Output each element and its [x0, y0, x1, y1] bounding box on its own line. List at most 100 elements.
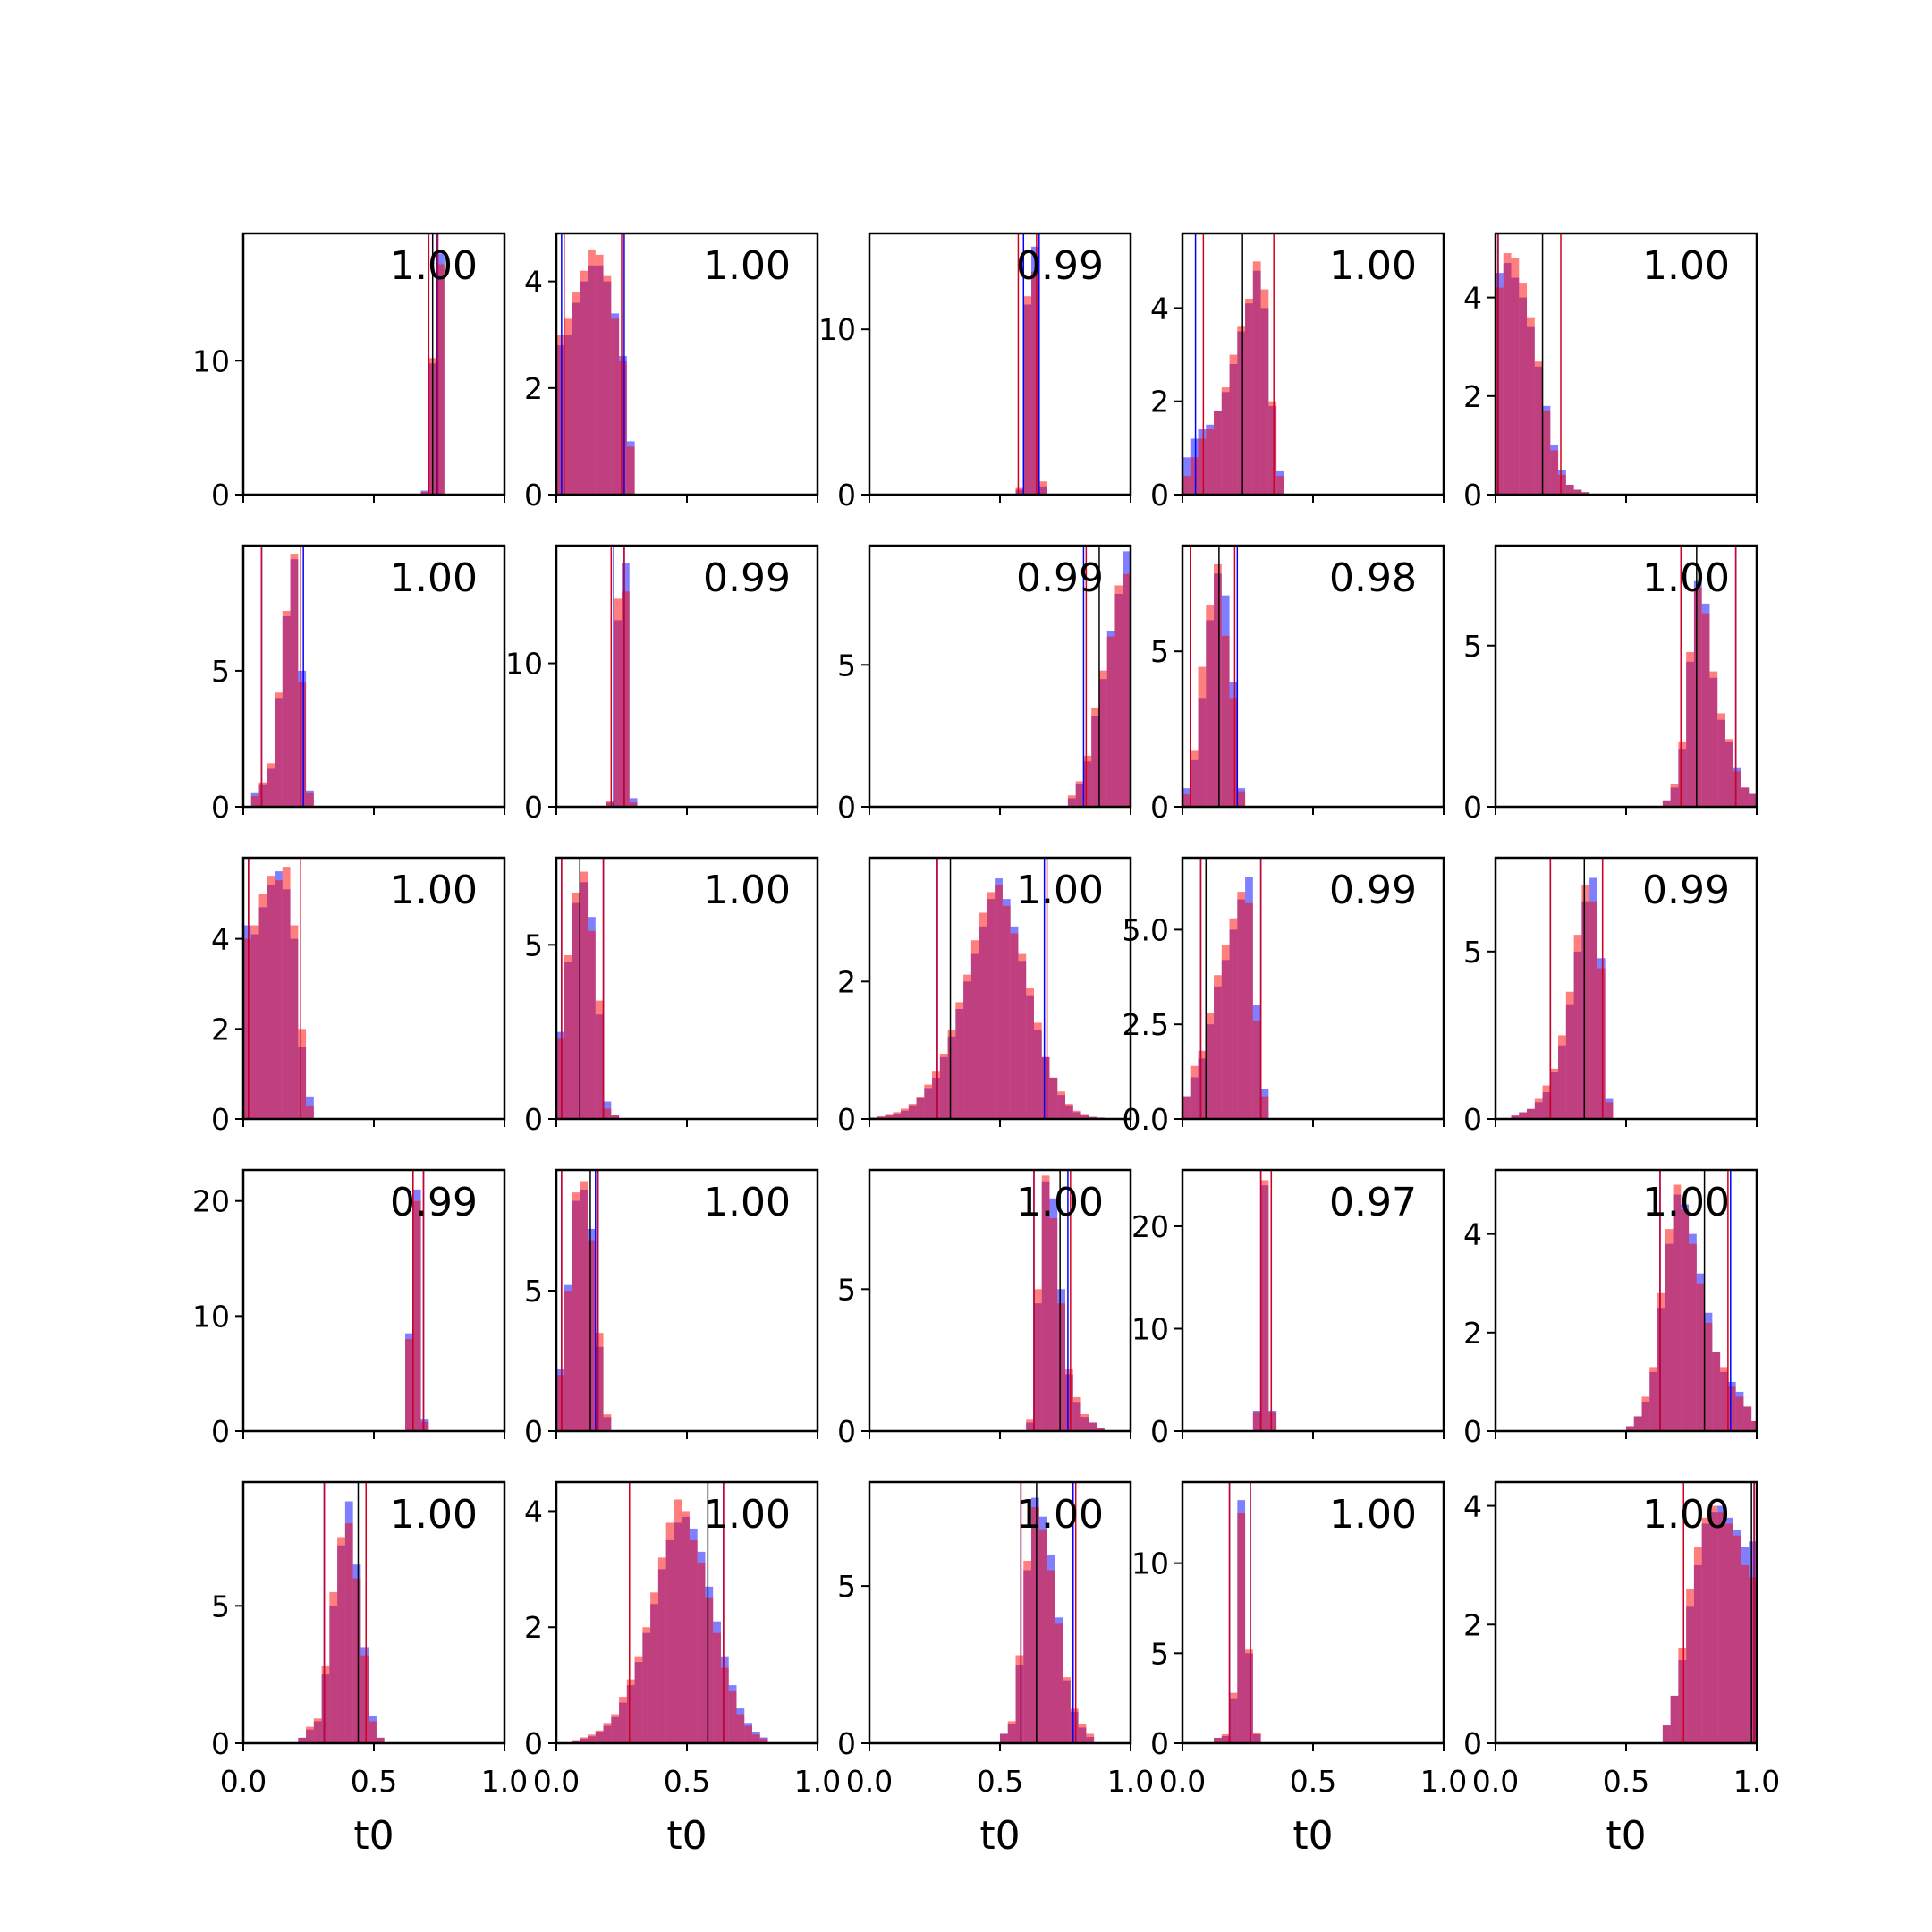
histogram-bar: [1686, 1589, 1694, 1743]
histogram-bar: [603, 1108, 612, 1119]
histogram-bar: [611, 318, 620, 495]
y-tick-label: 5.0: [1123, 912, 1169, 947]
histogram-bar: [321, 1665, 330, 1743]
histogram-bar: [436, 264, 445, 495]
y-tick-label: 0: [524, 1102, 543, 1137]
histogram-bar: [1086, 1733, 1095, 1743]
y-tick-label: 0: [524, 478, 543, 513]
histogram-bar: [1693, 587, 1702, 807]
histogram-bar: [1245, 1649, 1253, 1743]
histogram-bar: [603, 1414, 612, 1431]
histogram-bar: [606, 801, 614, 807]
y-tick-label: 0: [837, 1102, 856, 1137]
histogram-panel: 1.00 0 2: [837, 856, 1132, 1137]
histogram-bar: [713, 1632, 721, 1743]
y-tick-label: 5: [211, 654, 230, 689]
histogram-bar: [939, 1054, 948, 1119]
histogram-bar: [1534, 361, 1543, 495]
histogram-panel: 0.99 0 5: [837, 544, 1132, 825]
x-tick-label: 0.0: [220, 1764, 267, 1799]
y-tick-label: 0: [524, 1414, 543, 1449]
histogram-bar: [1237, 326, 1246, 495]
x-tick-label: 0.5: [1290, 1764, 1336, 1799]
histogram-bar: [250, 925, 259, 1119]
panel-score-label: 1.00: [390, 868, 478, 913]
y-tick-label: 20: [1131, 1209, 1169, 1244]
histogram-bar: [916, 1097, 925, 1119]
histogram-bar: [1678, 741, 1687, 807]
histogram-bar: [1534, 1098, 1543, 1119]
histogram-bar: [736, 1714, 745, 1743]
histogram-bar: [1080, 1114, 1089, 1119]
histogram-bar: [1182, 476, 1191, 495]
histogram-bar: [1696, 1283, 1705, 1431]
histogram-bar: [1751, 1420, 1757, 1431]
y-tick-label: 5: [837, 648, 856, 682]
histogram-bar: [622, 591, 630, 807]
histogram-panel: 1.00 0 2 4 0.0 0.5 1.0 t0: [524, 1480, 841, 1859]
histogram-bar: [1542, 1085, 1551, 1119]
y-tick-label: 2: [211, 1012, 230, 1046]
y-tick-label: 10: [1131, 1311, 1169, 1346]
histogram-bar: [1693, 1547, 1702, 1743]
histogram-bar: [420, 1421, 429, 1431]
y-tick-label: 5: [524, 1274, 543, 1309]
histogram-bar: [705, 1597, 714, 1743]
histogram-bar: [1098, 670, 1107, 807]
histogram-bar: [682, 1511, 690, 1743]
histogram-bar: [1031, 1507, 1039, 1743]
histogram-bar: [1221, 945, 1230, 1119]
histogram-bar: [603, 275, 612, 495]
histogram-bar: [1276, 476, 1284, 495]
y-tick-label: 0: [211, 1726, 230, 1761]
histogram-bar: [619, 1697, 627, 1743]
y-tick-label: 4: [524, 1494, 543, 1529]
panel-score-label: 0.98: [1329, 555, 1417, 601]
histogram-bar: [313, 1718, 322, 1743]
y-tick-label: 10: [1131, 1546, 1169, 1581]
histogram-bar: [1712, 1352, 1721, 1431]
x-tick-label: 1.0: [794, 1764, 841, 1799]
histogram-panel: 1.00 0 2 4: [1150, 232, 1445, 513]
histogram-bar: [1237, 1513, 1246, 1743]
y-tick-label: 0.0: [1123, 1102, 1169, 1137]
y-tick-label: 0: [1463, 1102, 1482, 1137]
x-tick-label: 1.0: [1733, 1764, 1780, 1799]
y-tick-label: 0: [1150, 478, 1169, 513]
histogram-panel: 0.98 0 5: [1150, 544, 1445, 825]
histogram-bar: [1023, 296, 1032, 495]
histogram-bar: [979, 912, 987, 1119]
histogram-bar: [344, 1523, 353, 1743]
histogram-bar: [595, 1730, 604, 1743]
histogram-bar: [1067, 795, 1076, 807]
histogram-bar: [1743, 1406, 1752, 1431]
y-tick-label: 2: [524, 371, 543, 406]
histogram-bar: [352, 1578, 361, 1743]
panel-score-label: 1.00: [703, 1180, 791, 1225]
histogram-bar: [1221, 387, 1230, 495]
histogram-bar: [580, 1737, 589, 1743]
y-tick-label: 5: [837, 1272, 856, 1307]
histogram-bar: [250, 795, 259, 807]
histogram-bar: [1010, 933, 1019, 1119]
x-tick-label: 1.0: [481, 1764, 528, 1799]
panel-score-label: 1.00: [390, 555, 478, 601]
histogram-bar: [1605, 1102, 1614, 1119]
histogram-bar: [1597, 968, 1606, 1119]
histogram-bar: [611, 1115, 620, 1119]
histogram-bar: [572, 1192, 580, 1431]
histogram-bar: [595, 254, 604, 495]
y-tick-label: 4: [211, 922, 230, 957]
x-tick-label: 0.0: [1159, 1764, 1206, 1799]
histogram-bar: [1701, 613, 1710, 807]
y-tick-label: 0: [837, 1414, 856, 1449]
histogram-bar: [1268, 401, 1277, 495]
histogram-bar: [306, 1105, 314, 1119]
histogram-bar: [1724, 739, 1733, 807]
histogram-bar: [1015, 1655, 1024, 1743]
histogram-bar: [306, 1726, 314, 1743]
histogram-bar: [1657, 1292, 1665, 1431]
histogram-bar: [1007, 1721, 1016, 1743]
histogram-bar: [1550, 450, 1559, 495]
y-tick-label: 2: [1463, 1316, 1482, 1351]
